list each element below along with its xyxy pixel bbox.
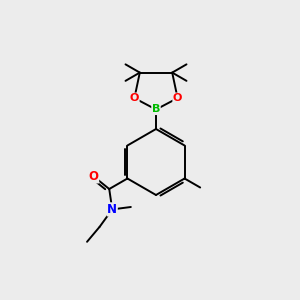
Text: O: O [130, 93, 139, 103]
Text: O: O [88, 170, 99, 183]
Text: O: O [173, 93, 182, 103]
Text: B: B [152, 104, 160, 115]
Text: N: N [107, 203, 117, 216]
